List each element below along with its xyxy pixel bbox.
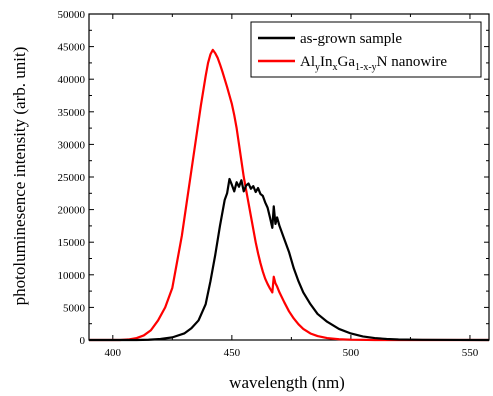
y-tick-label: 45000 bbox=[58, 42, 86, 54]
y-tick-label: 30000 bbox=[58, 139, 86, 151]
y-axis-title: photoluminesence intensity (arb. unit) bbox=[10, 47, 29, 306]
legend-part-ga: Ga bbox=[338, 54, 356, 70]
y-tick-label: 35000 bbox=[58, 107, 86, 119]
y-tick-label: 50000 bbox=[58, 9, 86, 21]
y-axis-ticks: 0 5000 10000 15000 20000 25000 30000 35000 40000… bbox=[58, 9, 489, 347]
legend-label-as-grown: as-grown sample bbox=[300, 31, 402, 47]
y-tick-label: 20000 bbox=[58, 205, 86, 217]
legend-sub-1-x-y: 1-x-y bbox=[355, 62, 377, 73]
legend-box bbox=[250, 21, 482, 78]
y-tick-label: 40000 bbox=[58, 74, 86, 86]
legend-label-nanowire: AlyInxGa1-x-yN nanowire bbox=[300, 54, 447, 73]
legend-sub-x: x bbox=[333, 62, 338, 73]
y-tick-label: 0 bbox=[80, 335, 86, 347]
legend-part-n-nanowire: N nanowire bbox=[377, 54, 448, 70]
x-tick-label: 500 bbox=[343, 347, 360, 359]
y-tick-label: 5000 bbox=[63, 302, 86, 314]
legend-sub-y: y bbox=[315, 62, 320, 73]
x-tick-label: 450 bbox=[224, 347, 241, 359]
x-tick-label: 400 bbox=[105, 347, 122, 359]
series-line-nanowire bbox=[89, 48, 489, 342]
y-tick-label: 10000 bbox=[58, 270, 86, 282]
legend-part-in: In bbox=[320, 54, 333, 70]
y-tick-label: 25000 bbox=[58, 172, 86, 184]
x-axis-title: wavelength (nm) bbox=[229, 373, 345, 392]
series-layer bbox=[89, 48, 490, 342]
legend-part-al: Al bbox=[300, 54, 315, 70]
y-tick-label: 15000 bbox=[58, 237, 86, 249]
series-line-as-grown bbox=[89, 177, 490, 342]
legend: as-grown sample AlyInxGa1-x-yN nanowire bbox=[250, 21, 482, 78]
x-tick-label: 550 bbox=[462, 347, 479, 359]
